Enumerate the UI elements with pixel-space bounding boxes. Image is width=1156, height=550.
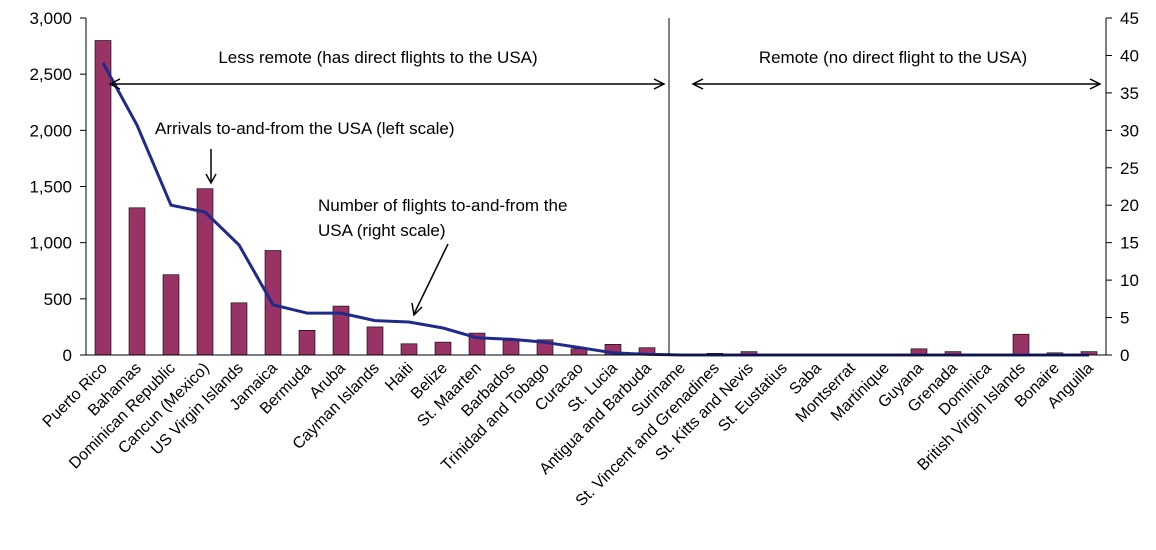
arrivals-pointer-arrow [205,149,217,185]
left-tick-label: 0 [63,346,72,365]
right-tick-label: 40 [1120,46,1139,65]
bar-1 [128,207,146,356]
left-tick-label: 1,500 [29,178,72,197]
flights-series-label-line1: Number of flights to-and-from the [318,196,567,215]
bar-10 [434,341,452,356]
line-series [101,62,1089,357]
remote-arrow [691,78,1102,90]
bar-2 [162,274,180,356]
right-tick-label: 15 [1120,234,1139,253]
bar-4 [230,302,248,356]
right-tick-label: 5 [1120,309,1129,328]
right-tick-label: 20 [1120,196,1139,215]
right-tick-label: 0 [1120,346,1129,365]
left-tick-label: 2,000 [29,121,72,140]
bar-27 [1012,333,1030,356]
right-axis-ticks: 0 5 10 15 20 25 30 35 40 45 [1106,9,1139,365]
less-remote-arrow [108,78,666,90]
remote-label: Remote (no direct flight to the USA) [759,48,1027,67]
bar-9 [400,343,418,356]
flights-series-label-line2: USA (right scale) [318,221,446,240]
right-tick-label: 45 [1120,9,1139,28]
right-tick-label: 35 [1120,84,1139,103]
bar-0 [94,40,112,356]
right-tick-label: 30 [1120,121,1139,140]
bar-8 [366,326,384,356]
right-tick-label: 25 [1120,159,1139,178]
bar-series [94,40,1098,356]
flights-line [101,62,1089,357]
less-remote-label: Less remote (has direct flights to the U… [218,48,537,67]
left-tick-label: 2,500 [29,65,72,84]
bar-12 [502,340,520,356]
flights-pointer-arrow [411,243,449,317]
right-tick-label: 10 [1120,271,1139,290]
arrivals-series-label: Arrivals to-and-from the USA (left scale… [155,119,454,138]
left-tick-label: 1,000 [29,234,72,253]
left-tick-label: 3,000 [29,9,72,28]
bar-6 [298,329,316,356]
left-tick-label: 500 [44,290,72,309]
left-axis-ticks: 0 500 1,000 1,500 2,000 2,500 3,000 [29,9,86,365]
